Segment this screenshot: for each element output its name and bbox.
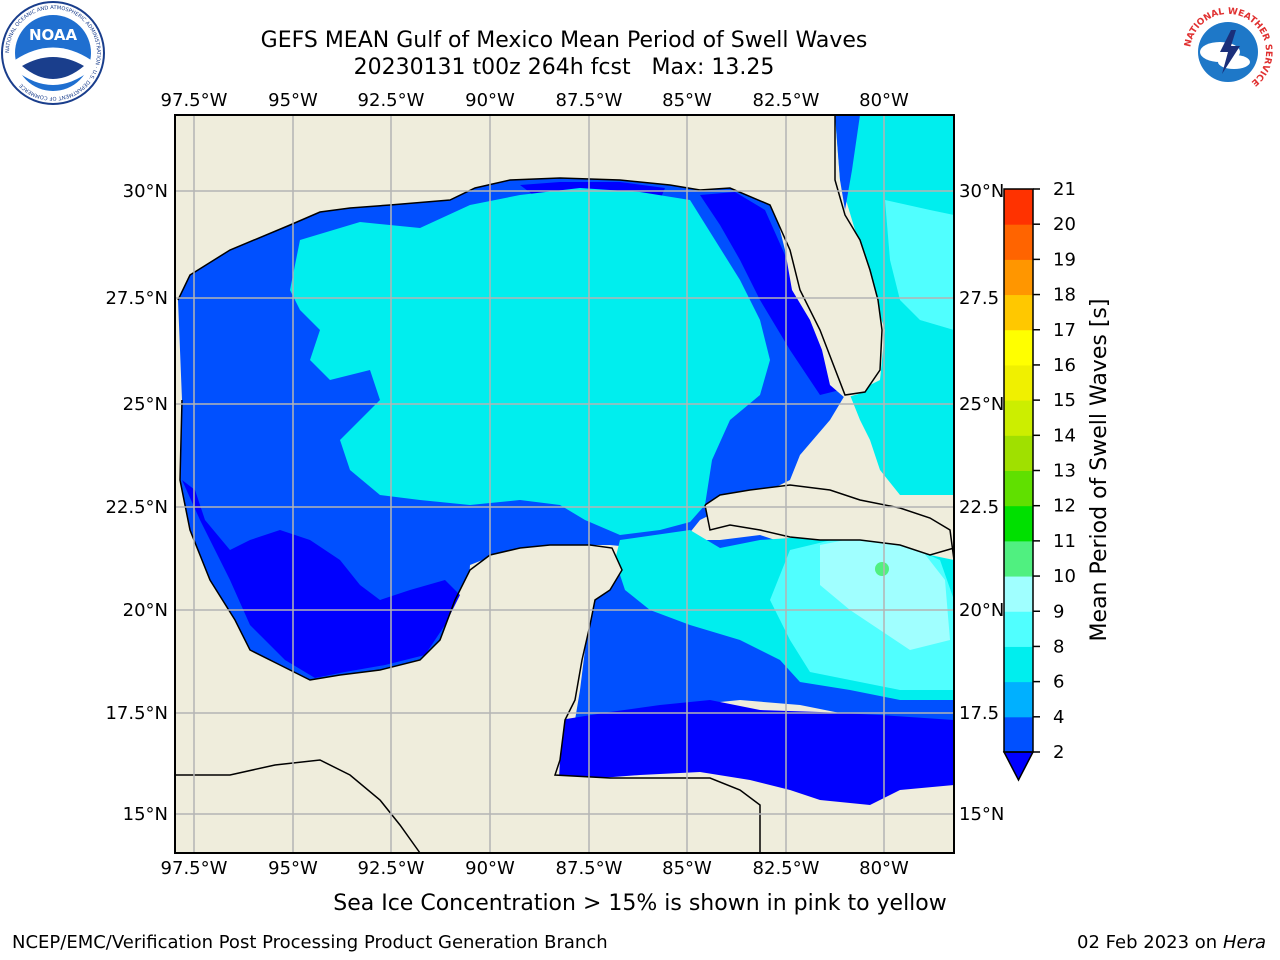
lat-tick: 15°N: [123, 804, 168, 825]
map-subtitle: 20230131 t00z 264h fcst Max: 13.25: [353, 55, 775, 80]
colorbar-segment: [1004, 435, 1033, 471]
lon-ticks-bottom: 97.5°W 95°W 92.5°W 90°W 87.5°W 85°W 82.5…: [161, 858, 909, 879]
map-title: GEFS MEAN Gulf of Mexico Mean Period of …: [260, 28, 868, 53]
lon-tick: 97.5°W: [161, 858, 228, 879]
colorbar-label: Mean Period of Swell Waves [s]: [1087, 299, 1112, 642]
colorbar-segment: [1004, 470, 1033, 507]
colorbar-segment: [1004, 364, 1033, 401]
colorbar-segment: [1004, 224, 1033, 260]
coastlines: [175, 115, 955, 854]
colorbar-segment: [1004, 400, 1033, 436]
lon-tick: 80°W: [859, 90, 909, 111]
colorbar-tick-label: 15: [1053, 390, 1076, 411]
colorbar-tick-label: 4: [1053, 707, 1064, 728]
lon-tick: 95°W: [268, 90, 318, 111]
lat-tick: 25°N: [123, 394, 168, 415]
colorbar-segment: [1004, 646, 1033, 683]
noaa-wordmark: NOAA: [29, 26, 78, 44]
date-text: 02 Feb 2023 on: [1077, 932, 1218, 953]
gulf-edge-east: [700, 192, 840, 395]
lon-tick: 90°W: [465, 90, 515, 111]
lon-tick: 85°W: [662, 858, 712, 879]
yucatan-land: [175, 546, 622, 853]
lat-tick: 27.5°N: [105, 288, 168, 309]
sea-ice-note: Sea Ice Concentration > 15% is shown in …: [333, 891, 947, 916]
lat-tick: 22.5°N: [105, 497, 168, 518]
colorbar-segment: [1004, 294, 1033, 331]
colorbar-tick-label: 10: [1053, 566, 1076, 587]
lat-tick: 17.5: [959, 703, 999, 724]
generation-date: 02 Feb 2023 on Hera: [1077, 932, 1266, 953]
lat-tick: 20°N: [959, 600, 1004, 621]
lon-tick: 80°W: [859, 858, 909, 879]
swell-max-point: [875, 562, 889, 576]
florida-land: [775, 180, 882, 398]
colorbar-tick-label: 12: [1053, 496, 1076, 517]
lat-ticks-left: 30°N 27.5°N 25°N 22.5°N 20°N 17.5°N 15°N: [105, 181, 168, 825]
atlantic-edge: [835, 115, 860, 210]
lat-tick: 22.5: [959, 497, 999, 518]
colorbar-tick-label: 14: [1053, 425, 1076, 446]
colorbar-tick-label: 13: [1053, 461, 1076, 482]
colorbar-tick-label: 16: [1053, 355, 1076, 376]
lat-tick: 30°N: [123, 181, 168, 202]
colorbar-segment: [1004, 329, 1033, 366]
caribbean-south: [555, 700, 954, 805]
colorbar-tick-label: 17: [1053, 320, 1076, 341]
colorbar-under-arrow: [1002, 751, 1035, 782]
lat-tick: 20°N: [123, 600, 168, 621]
cuba-land: [705, 485, 954, 560]
colorbar-tick-label: 8: [1053, 636, 1064, 657]
credit-line: NCEP/EMC/Verification Post Processing Pr…: [12, 932, 608, 953]
colorbar-segment: [1004, 189, 1033, 225]
lon-tick: 87.5°W: [556, 90, 623, 111]
lat-tick: 15°N: [959, 804, 1004, 825]
colorbar-segment: [1004, 611, 1033, 647]
lat-ticks-right: 30°N 27.5 25°N 22.5 20°N 17.5 15°N: [959, 181, 1004, 825]
lon-tick: 87.5°W: [556, 858, 623, 879]
lon-ticks-top: 97.5°W 95°W 92.5°W 90°W 87.5°W 85°W 82.5…: [161, 90, 909, 111]
colorbar-segment: [1004, 505, 1033, 542]
lon-tick: 82.5°W: [753, 90, 820, 111]
noaa-logo: NATIONAL OCEANIC AND ATMOSPHERIC ADMINIS…: [1, 1, 105, 105]
colorbar-segment: [1004, 259, 1033, 296]
colorbar-tick-label: 20: [1053, 214, 1076, 235]
nws-logo: NATIONAL WEATHER SERVICE: [1178, 2, 1278, 102]
gulf-center: [290, 188, 770, 535]
colorbar-tick-label: 11: [1053, 531, 1076, 552]
colorbar-tick-label: 19: [1053, 249, 1076, 270]
colorbar-tick-label: 9: [1053, 601, 1064, 622]
lon-tick: 82.5°W: [753, 858, 820, 879]
map-frame: [174, 114, 955, 854]
lon-tick: 92.5°W: [358, 90, 425, 111]
lat-tick: 17.5°N: [105, 703, 168, 724]
colorbar: 2 4 6 8 9 10 11 12 13 14 15 16 17 18 19 20 21: [1002, 179, 1076, 782]
colorbar-segment: [1004, 540, 1033, 577]
colorbar-segment: [1004, 576, 1033, 612]
colorbar-segment: [1004, 681, 1033, 718]
host-name: Hera: [1222, 932, 1266, 953]
lat-tick: 27.5: [959, 288, 999, 309]
lat-tick: 25°N: [959, 394, 1004, 415]
colorbar-tick-label: 6: [1053, 672, 1064, 693]
lon-tick: 97.5°W: [161, 90, 228, 111]
lon-tick: 85°W: [662, 90, 712, 111]
map-field: [175, 115, 954, 853]
graticule: [175, 115, 954, 853]
lon-tick: 92.5°W: [358, 858, 425, 879]
colorbar-tick-label: 21: [1053, 179, 1076, 200]
caribbean-swell-9: [820, 535, 950, 650]
colorbar-tick-label: 18: [1053, 285, 1076, 306]
colorbar-segment: [1004, 716, 1033, 753]
lon-tick: 95°W: [268, 858, 318, 879]
colorbar-tick-label: 2: [1053, 742, 1064, 763]
lat-tick: 30°N: [959, 181, 1004, 202]
lon-tick: 90°W: [465, 858, 515, 879]
